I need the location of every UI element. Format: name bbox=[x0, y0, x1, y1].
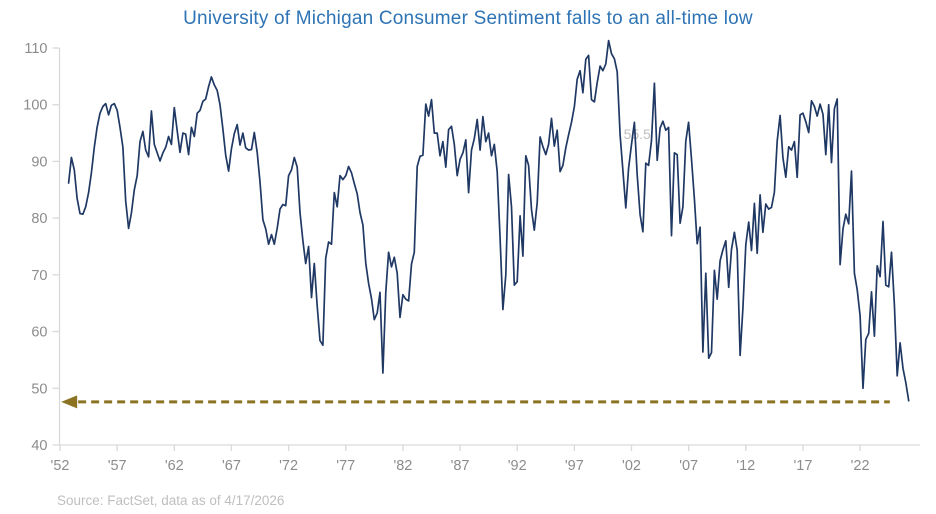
x-tick-label: '52 bbox=[51, 458, 70, 474]
left-arrowhead-icon bbox=[61, 395, 78, 409]
x-tick-label: '17 bbox=[793, 458, 812, 474]
x-tick-label: '92 bbox=[508, 458, 527, 474]
x-tick-label: '72 bbox=[279, 458, 298, 474]
y-tick-label: 50 bbox=[31, 381, 47, 397]
x-tick-label: '07 bbox=[679, 458, 698, 474]
x-tick-label: '57 bbox=[108, 458, 127, 474]
x-tick-label: '82 bbox=[393, 458, 412, 474]
x-tick-label: '02 bbox=[622, 458, 641, 474]
y-tick-label: 40 bbox=[31, 438, 47, 454]
y-tick-label: 80 bbox=[31, 211, 47, 227]
y-tick-label: 60 bbox=[31, 325, 47, 341]
x-tick-label: '67 bbox=[222, 458, 241, 474]
y-tick-label: 90 bbox=[31, 154, 47, 170]
x-tick-label: '12 bbox=[736, 458, 755, 474]
x-tick-label: '62 bbox=[165, 458, 184, 474]
x-tick-label: '97 bbox=[565, 458, 584, 474]
y-tick-label: 70 bbox=[31, 268, 47, 284]
y-tick-label: 110 bbox=[24, 41, 47, 57]
x-tick-label: '87 bbox=[451, 458, 470, 474]
y-tick-label: 100 bbox=[23, 98, 47, 114]
x-tick-label: '22 bbox=[851, 458, 870, 474]
source-note: Source: FactSet, data as of 4/17/2026 bbox=[57, 493, 285, 508]
sentiment-line bbox=[67, 39, 910, 402]
chart-title: University of Michigan Consumer Sentimen… bbox=[183, 8, 753, 29]
value-annotation: 55.5 bbox=[624, 126, 651, 142]
x-tick-label: '77 bbox=[336, 458, 355, 474]
